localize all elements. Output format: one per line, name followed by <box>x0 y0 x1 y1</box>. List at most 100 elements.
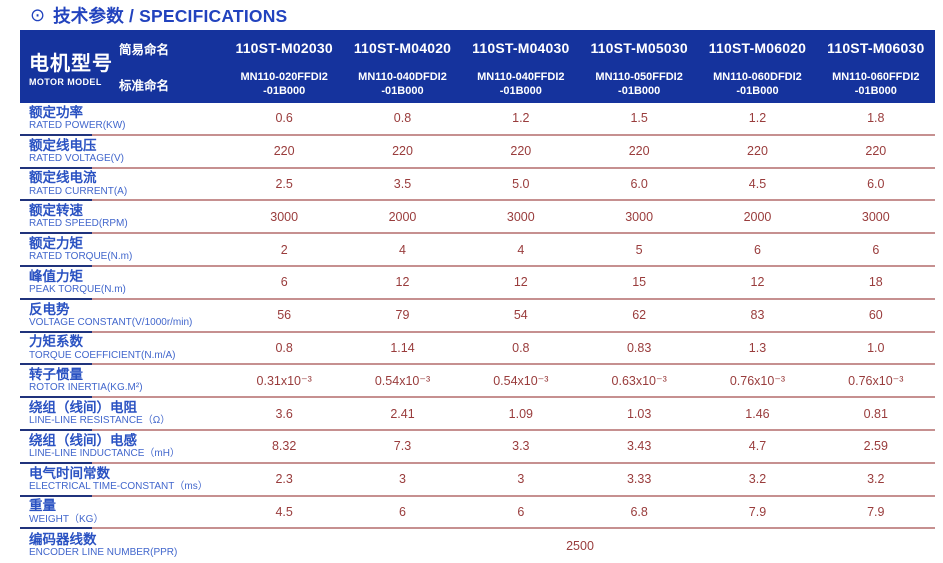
row-label: 额定功率 RATED POWER(KW) <box>20 105 225 132</box>
spec-value: 2 <box>280 242 288 257</box>
row-label: 额定线电流 RATED CURRENT(A) <box>20 170 225 197</box>
spec-value: 6.0 <box>630 176 648 191</box>
row-label-zh: 额定力矩 <box>29 236 83 252</box>
spec-value: 6 <box>280 275 288 290</box>
model-name-columns: 简易命名 110ST-M02030 110ST-M04020 110ST-M0403… <box>117 30 935 103</box>
spec-row-electrical-time-constant-ms: 电气时间常数 ELECTRICAL TIME-CONSTANT（ms） 2.3 3 3 3… <box>20 464 935 497</box>
standard-name-label: 标准命名 <box>119 79 170 94</box>
simple-name-row: 简易命名 110ST-M02030 110ST-M04020 110ST-M0403… <box>117 30 935 67</box>
spec-value: 3.43 <box>626 439 652 454</box>
spec-value: 6 <box>399 504 406 519</box>
row-label-zh: 额定线电流 <box>29 170 97 186</box>
spec-value: 12 <box>395 275 410 290</box>
spec-value: 4 <box>517 242 525 257</box>
model-simple-name: 110ST-M06020 <box>708 40 807 57</box>
row-label: 力矩系数 TORQUE COEFFICIENT(N.m/A) <box>20 334 225 361</box>
spec-row-line-line-inductance-mh: 绕组（线间）电感 LINE-LINE INDUCTANCE（mH） 8.32 7.3 3… <box>20 431 935 464</box>
spec-value: 0.8 <box>512 340 530 355</box>
spec-value: 2.5 <box>275 176 293 191</box>
spec-value: 7.9 <box>748 504 767 519</box>
spec-value: 1.46 <box>745 406 770 421</box>
spec-row-encoder-line-number-ppr: 编码器线数 ENCODER LINE NUMBER(PPR) 2500 <box>20 529 935 562</box>
spec-row-line-line-resistance: 绕组（线间）电阻 LINE-LINE RESISTANCE（Ω） 3.6 2.41 1.… <box>20 398 935 431</box>
model-standard-name: MN110-050FFDI2 -01B000 <box>580 71 698 99</box>
spec-value: 1.2 <box>512 111 530 126</box>
model-standard-name-line1: MN110-040FFDI2 <box>477 71 565 83</box>
spec-value: 6 <box>517 504 525 519</box>
spec-row-weight-kg: 重量 WEIGHT（KG） 4.5 6 6 6.8 7.9 7.9 <box>20 497 935 530</box>
spec-value-span: 2500 <box>566 538 594 553</box>
spec-row-peak-torque-n-m: 峰值力矩 PEAK TORQUE(N.m) 6 12 12 15 12 18 <box>20 267 935 300</box>
spec-value: 2.3 <box>275 472 293 487</box>
model-simple-name: 110ST-M05030 <box>590 40 688 57</box>
standard-name-row: 标准命名 MN110-020FFDI2 -01B000 MN110-040DFDI2… <box>117 67 935 104</box>
model-simple-name: 110ST-M02030 <box>235 40 333 57</box>
spec-value: 1.03 <box>626 406 652 421</box>
row-label-zh: 重量 <box>29 498 56 514</box>
motor-model-title: 电机型号 <box>29 52 113 75</box>
spec-value: 18 <box>868 275 883 290</box>
row-label-zh: 绕组（线间）电感 <box>29 432 137 448</box>
spec-value: 3.33 <box>626 472 652 487</box>
spec-value: 3 <box>517 472 525 487</box>
row-label-zh: 峰值力矩 <box>29 268 83 284</box>
spec-value: 4.5 <box>275 504 293 519</box>
row-label: 转子惯量 ROTOR INERTIA(KG.M²) <box>20 367 225 394</box>
row-label: 编码器线数 ENCODER LINE NUMBER(PPR) <box>20 532 225 559</box>
page-title: ⊙ 技术参数 / SPECIFICATIONS <box>0 0 943 30</box>
spec-value: 3000 <box>270 209 299 224</box>
row-label-zh: 额定线电压 <box>29 137 97 153</box>
spec-value: 4 <box>399 242 406 257</box>
spec-value: 3.6 <box>275 406 293 421</box>
model-simple-name: 110ST-M04030 <box>472 40 570 57</box>
spec-row-rated-torque-n-m: 额定力矩 RATED TORQUE(N.m) 2 4 4 5 6 6 <box>20 234 935 267</box>
spec-value: 2.41 <box>390 406 415 421</box>
row-label: 电气时间常数 ELECTRICAL TIME-CONSTANT（ms） <box>20 466 225 493</box>
motor-model-subtitle: MOTOR MODEL <box>29 76 102 87</box>
spec-value: 60 <box>868 308 883 323</box>
spec-row-torque-coefficient-n-m-a: 力矩系数 TORQUE COEFFICIENT(N.m/A) 0.8 1.14 0.8 0… <box>20 333 935 366</box>
row-label-en: LINE-LINE RESISTANCE（Ω） <box>29 415 171 427</box>
spec-value: 3.3 <box>512 439 530 454</box>
row-label-zh: 力矩系数 <box>29 334 83 350</box>
row-label-zh: 电气时间常数 <box>29 465 110 481</box>
row-label: 峰值力矩 PEAK TORQUE(N.m) <box>20 269 225 296</box>
spec-value: 0.54x10⁻³ <box>374 374 431 389</box>
row-label-en: WEIGHT（KG） <box>29 513 104 525</box>
spec-row-rated-voltage-v: 额定线电压 RATED VOLTAGE(V) 220 220 220 220 220 220 <box>20 136 935 169</box>
row-label: 重量 WEIGHT（KG） <box>20 498 225 525</box>
spec-value: 220 <box>510 144 532 159</box>
row-label-en: PEAK TORQUE(N.m) <box>29 283 126 295</box>
spec-value: 62 <box>632 308 647 323</box>
spec-value: 0.8 <box>393 111 412 126</box>
spec-value: 1.09 <box>508 406 533 421</box>
spec-value: 0.54x10⁻³ <box>493 374 549 389</box>
model-standard-name: MN110-040FFDI2 -01B000 <box>462 71 580 99</box>
spec-value: 6 <box>754 242 761 257</box>
model-standard-name-line2: -01B000 <box>618 84 661 97</box>
model-standard-name: MN110-040DFDI2 -01B000 <box>343 71 461 99</box>
page-title-text: 技术参数 / SPECIFICATIONS <box>53 5 288 26</box>
spec-value: 8.32 <box>271 439 297 454</box>
row-label: 反电势 VOLTAGE CONSTANT(V/1000r/min) <box>20 302 225 329</box>
spec-value: 3.5 <box>393 176 412 191</box>
spec-value: 15 <box>632 275 647 290</box>
row-label-en: TORQUE COEFFICIENT(N.m/A) <box>29 349 176 361</box>
row-label-zh: 绕组（线间）电阻 <box>29 400 137 416</box>
row-label: 额定转速 RATED SPEED(RPM) <box>20 203 225 230</box>
model-standard-name-line1: MN110-040DFDI2 <box>358 71 447 83</box>
spec-value: 220 <box>273 144 295 159</box>
table-body: 额定功率 RATED POWER(KW) 0.6 0.8 1.2 1.5 1.2 1.8 额定线… <box>20 103 935 562</box>
spec-value: 6.0 <box>867 176 885 191</box>
spec-value: 79 <box>395 308 410 323</box>
table-header: 电机型号 MOTOR MODEL 简易命名 110ST-M02030 110ST-… <box>20 30 935 103</box>
spec-value: 12 <box>750 275 765 290</box>
spec-row-voltage-constant-v-1000r-min: 反电势 VOLTAGE CONSTANT(V/1000r/min) 56 79 54 62… <box>20 300 935 333</box>
spec-value: 3000 <box>625 209 654 224</box>
spec-value: 0.81 <box>863 406 888 421</box>
spec-value: 2000 <box>388 209 417 224</box>
spec-value: 5 <box>635 242 643 257</box>
row-label-zh: 额定转速 <box>29 203 83 219</box>
row-label-zh: 额定功率 <box>29 104 83 120</box>
spec-value: 83 <box>750 308 765 323</box>
